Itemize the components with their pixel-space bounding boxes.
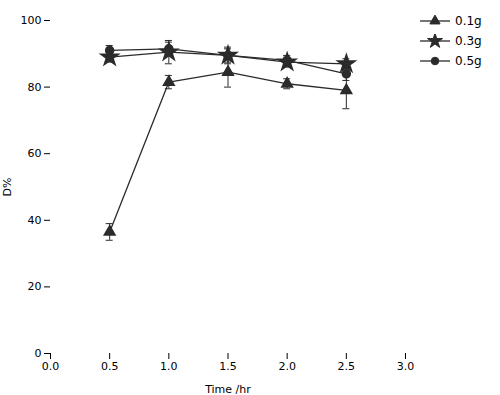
svg-text:D%: D% xyxy=(1,178,14,197)
svg-text:2.5: 2.5 xyxy=(338,360,356,373)
svg-text:100: 100 xyxy=(21,14,42,27)
svg-text:1.0: 1.0 xyxy=(160,360,178,373)
svg-text:0.0: 0.0 xyxy=(42,360,60,373)
svg-text:3.0: 3.0 xyxy=(397,360,415,373)
svg-text:20: 20 xyxy=(28,280,42,293)
svg-text:0.5: 0.5 xyxy=(101,360,119,373)
svg-text:60: 60 xyxy=(28,147,42,160)
svg-text:1.5: 1.5 xyxy=(219,360,237,373)
svg-text:40: 40 xyxy=(28,214,42,227)
svg-text:Time /hr: Time /hr xyxy=(204,383,251,395)
svg-text:2.0: 2.0 xyxy=(278,360,296,373)
html-text:0.1g: 0.1g xyxy=(455,14,482,28)
html-text:0.5g: 0.5g xyxy=(455,54,482,68)
svg-text:80: 80 xyxy=(28,81,42,94)
html-text:0.3g: 0.3g xyxy=(455,34,482,48)
svg-text:0: 0 xyxy=(35,347,42,360)
